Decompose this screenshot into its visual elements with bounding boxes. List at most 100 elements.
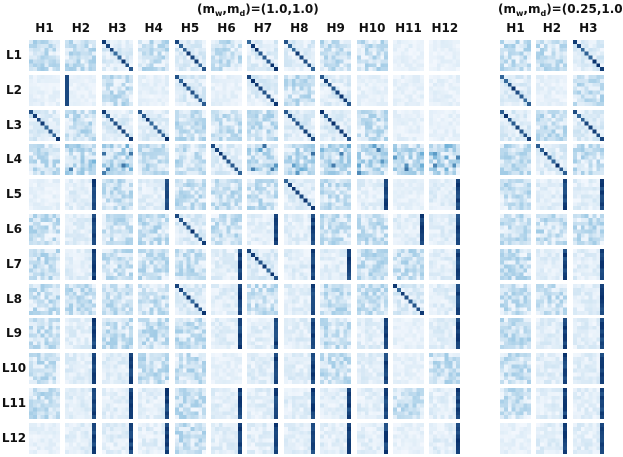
attention-map-l8-h8 bbox=[283, 283, 315, 315]
layer-label-l12: L12 bbox=[1, 430, 27, 445]
attention-map-l9-h2-group2 bbox=[536, 318, 568, 350]
attention-map-l3-h5 bbox=[174, 109, 206, 141]
attention-map-l4-h3 bbox=[101, 144, 133, 176]
attention-map-l12-h11 bbox=[393, 422, 424, 454]
attention-map-l6-h3-group2 bbox=[572, 214, 604, 245]
head-label-h10: H10 bbox=[358, 21, 386, 35]
attention-map-l5-h12 bbox=[429, 179, 461, 211]
layer-label-l8: L8 bbox=[6, 291, 22, 306]
attention-map-l11-h8 bbox=[283, 388, 315, 419]
attention-map-l1-h10 bbox=[356, 40, 388, 71]
attention-map-l1-h9 bbox=[320, 40, 352, 71]
attention-map-l1-h2-group2 bbox=[536, 40, 568, 71]
attention-map-l1-h11 bbox=[393, 40, 424, 71]
attention-map-l2-h12 bbox=[429, 74, 461, 106]
attention-map-l12-h4 bbox=[138, 422, 170, 454]
attention-map-l4-h1-group2 bbox=[500, 144, 531, 176]
attention-map-l9-h11 bbox=[393, 318, 424, 350]
group-title-1: (mw,md)=(1.0,1.0) bbox=[197, 2, 319, 18]
attention-map-l6-h12 bbox=[429, 214, 461, 245]
attention-map-l9-h1-group2 bbox=[500, 318, 531, 350]
attention-map-l9-h9 bbox=[320, 318, 352, 350]
attention-map-l11-h2-group2 bbox=[536, 388, 568, 419]
head-label-h8: H8 bbox=[290, 21, 309, 35]
attention-map-l2-h3-group2 bbox=[572, 74, 604, 106]
attention-map-l1-h8 bbox=[283, 40, 315, 71]
attention-map-l1-h7 bbox=[247, 40, 279, 71]
attention-map-l7-h9 bbox=[320, 248, 352, 280]
attention-map-l9-h1 bbox=[29, 318, 60, 350]
layer-label-l6: L6 bbox=[6, 222, 22, 236]
attention-map-l3-h3 bbox=[101, 109, 133, 141]
attention-map-l4-h7 bbox=[247, 144, 279, 176]
attention-map-l8-h4 bbox=[138, 283, 170, 315]
attention-map-l2-h4 bbox=[138, 74, 170, 106]
attention-map-l7-h2 bbox=[65, 248, 97, 280]
attention-map-l3-h10 bbox=[356, 109, 388, 141]
attention-map-l7-h6 bbox=[211, 248, 242, 280]
attention-map-l5-h2-group2 bbox=[536, 179, 568, 211]
layer-label-l9: L9 bbox=[6, 326, 22, 341]
attention-map-l4-h3-group2 bbox=[572, 144, 604, 176]
attention-map-l6-h1 bbox=[29, 214, 60, 245]
head-label-h7: H7 bbox=[253, 21, 273, 35]
head-label-h2-group2: H2 bbox=[542, 21, 562, 35]
attention-map-l2-h6 bbox=[211, 74, 242, 106]
attention-map-l7-h1-group2 bbox=[500, 248, 531, 280]
attention-map-l2-h1 bbox=[29, 74, 60, 106]
attention-map-l2-h8 bbox=[283, 74, 315, 106]
attention-map-l11-h1-group2 bbox=[500, 388, 531, 419]
attention-map-l3-h9 bbox=[320, 109, 352, 141]
attention-map-l10-h1 bbox=[29, 353, 60, 385]
attention-map-l10-h4 bbox=[138, 353, 170, 385]
attention-map-l1-h3-group2 bbox=[572, 40, 604, 71]
attention-map-l9-h6 bbox=[211, 318, 242, 350]
attention-map-l8-h10 bbox=[356, 283, 388, 315]
attention-map-l5-h11 bbox=[393, 179, 424, 211]
attention-map-l9-h5 bbox=[174, 318, 206, 350]
attention-map-l8-h2 bbox=[65, 283, 97, 315]
attention-map-l8-h7 bbox=[247, 283, 279, 315]
head-label-h6: H6 bbox=[217, 21, 236, 35]
head-label-h1: H1 bbox=[35, 21, 54, 35]
attention-map-l8-h1 bbox=[29, 283, 60, 315]
layer-label-l5: L5 bbox=[6, 187, 22, 202]
attention-map-l12-h10 bbox=[356, 422, 388, 454]
attention-map-l10-h3-group2 bbox=[572, 353, 604, 385]
head-label-h5: H5 bbox=[180, 21, 200, 35]
attention-map-l10-h12 bbox=[429, 353, 461, 385]
attention-map-l2-h2-group2 bbox=[536, 74, 568, 106]
attention-map-l1-h4 bbox=[138, 40, 170, 71]
attention-map-l7-h1 bbox=[29, 248, 60, 280]
attention-map-l5-h3-group2 bbox=[572, 179, 604, 211]
attention-map-l12-h2 bbox=[65, 422, 97, 454]
attention-map-l11-h12 bbox=[429, 388, 461, 419]
attention-map-l10-h3 bbox=[101, 353, 133, 385]
attention-map-l4-h11 bbox=[393, 144, 424, 176]
attention-map-l4-h2-group2 bbox=[536, 144, 568, 176]
head-label-h4: H4 bbox=[144, 21, 163, 35]
attention-map-l10-h9 bbox=[320, 353, 352, 385]
attention-map-l11-h4 bbox=[138, 388, 170, 419]
attention-map-l12-h2-group2 bbox=[536, 422, 568, 454]
attention-map-l10-h1-group2 bbox=[500, 353, 531, 385]
attention-map-l10-h2 bbox=[65, 353, 97, 385]
attention-map-l7-h8 bbox=[283, 248, 315, 280]
attention-map-l6-h9 bbox=[320, 214, 352, 245]
attention-map-l6-h6 bbox=[211, 214, 242, 245]
attention-map-l1-h12 bbox=[429, 40, 461, 71]
layer-label-l1: L1 bbox=[6, 48, 22, 62]
attention-map-l12-h7 bbox=[247, 422, 279, 454]
attention-map-l9-h2 bbox=[65, 318, 97, 350]
attention-map-l12-h3-group2 bbox=[572, 422, 604, 454]
attention-map-l4-h1 bbox=[29, 144, 60, 176]
attention-map-l7-h10 bbox=[356, 248, 388, 280]
attention-map-l2-h7 bbox=[247, 74, 279, 106]
attention-map-l8-h6 bbox=[211, 283, 242, 315]
attention-map-l4-h5 bbox=[174, 144, 206, 176]
attention-map-l6-h10 bbox=[356, 214, 388, 245]
attention-map-l3-h3-group2 bbox=[572, 109, 604, 141]
attention-map-l6-h11 bbox=[393, 214, 424, 245]
attention-map-l12-h1-group2 bbox=[500, 422, 531, 454]
attention-map-l8-h5 bbox=[174, 283, 206, 315]
